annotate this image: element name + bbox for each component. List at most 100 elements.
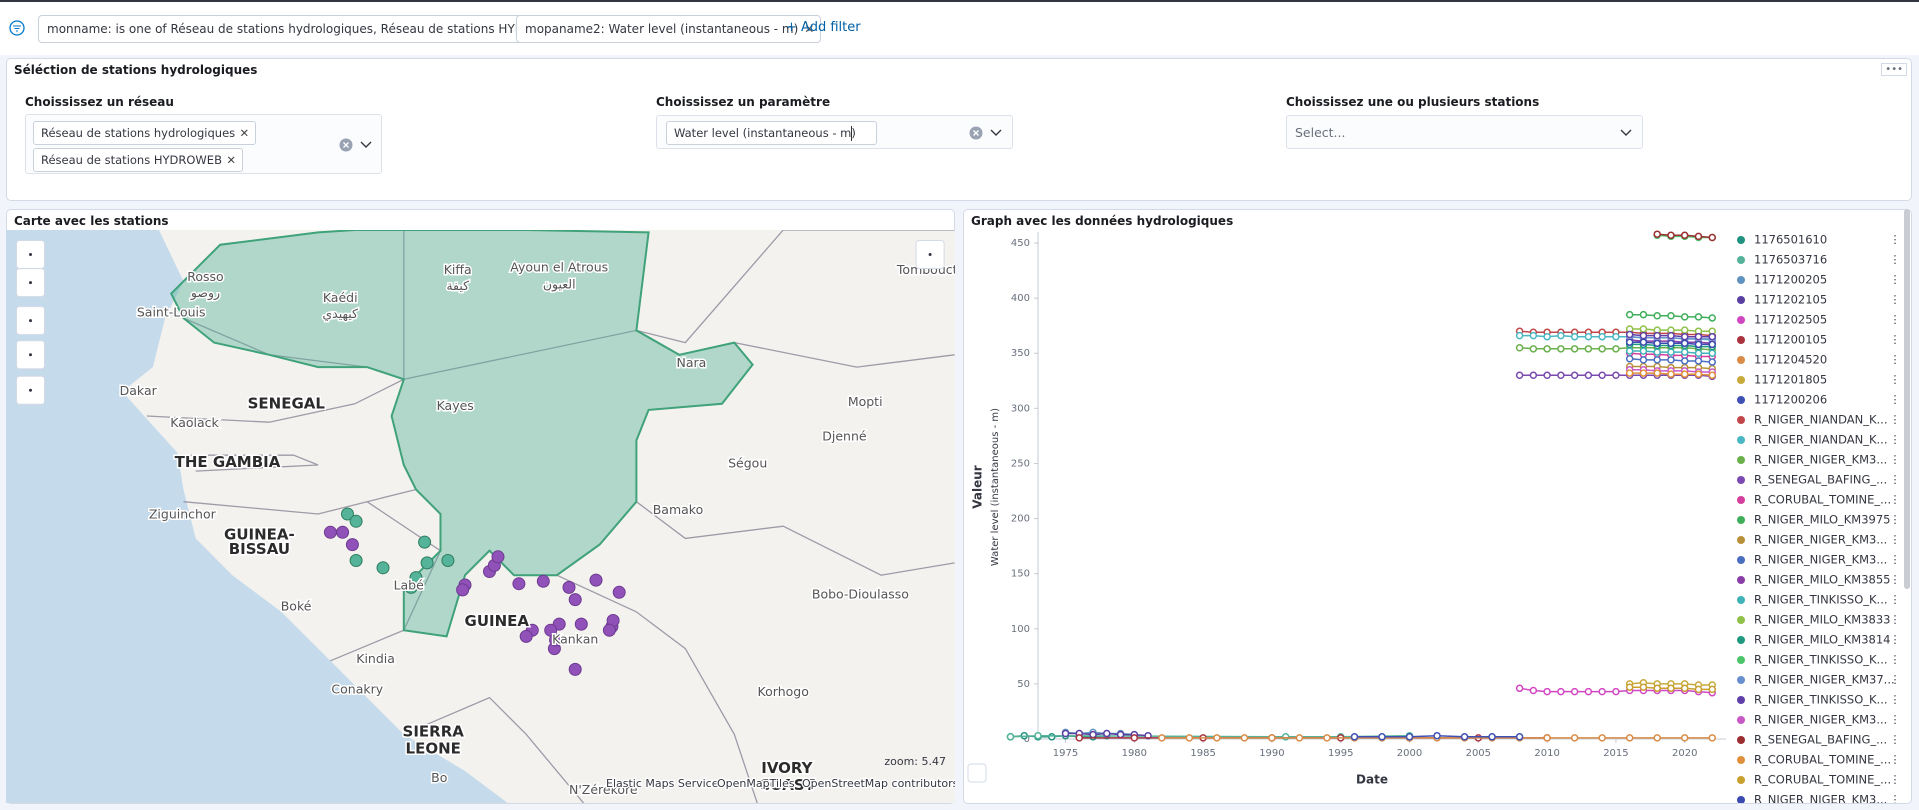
station[interactable]	[513, 578, 525, 590]
station[interactable]	[457, 584, 469, 596]
attribution[interactable]: Elastic Maps Service	[606, 777, 719, 790]
station[interactable]	[442, 555, 454, 567]
legend-label[interactable]: R_NIGER_TINKISSO_K...	[1754, 653, 1888, 667]
filter-pill[interactable]: monname: is one of Réseau de stations hy…	[38, 15, 593, 43]
legend-menu[interactable]: ⋮	[1890, 293, 1901, 306]
legend-menu[interactable]: ⋮	[1890, 693, 1901, 706]
legend-label[interactable]: R_NIGER_NIGER_KM3...	[1754, 553, 1887, 567]
legend-menu[interactable]: ⋮	[1890, 653, 1901, 666]
legend-label[interactable]: R_NIGER_MILO_KM3833	[1754, 613, 1891, 627]
map-button-icon[interactable]	[29, 319, 32, 322]
legend-label[interactable]: 1171200206	[1754, 393, 1827, 407]
map-button-icon[interactable]	[929, 253, 932, 256]
legend-menu[interactable]: ⋮	[1890, 353, 1901, 366]
legend-label[interactable]: R_NIGER_MILO_KM3855	[1754, 573, 1891, 587]
legend-label[interactable]: 1171200205	[1754, 273, 1827, 287]
legend-menu[interactable]: ⋮	[1890, 393, 1901, 406]
panel-menu[interactable]: •••	[1881, 63, 1907, 76]
station[interactable]	[613, 586, 625, 598]
legend-menu[interactable]: ⋮	[1890, 593, 1901, 606]
combobox-icons[interactable]	[969, 125, 1009, 141]
legend-menu[interactable]: ⋮	[1890, 553, 1901, 566]
legend-label[interactable]: R_NIGER_NIANDAN_K...	[1754, 413, 1888, 427]
legend-menu[interactable]: ⋮	[1890, 513, 1901, 526]
legend-menu[interactable]: ⋮	[1890, 253, 1901, 266]
map-button-icon[interactable]	[29, 281, 32, 284]
legend-label[interactable]: R_CORUBAL_TOMINE_...	[1754, 753, 1891, 767]
station[interactable]	[350, 555, 362, 567]
legend-menu[interactable]: ⋮	[1890, 453, 1901, 466]
attribution[interactable]: OpenStreetMap contributors	[802, 777, 955, 790]
station[interactable]	[569, 594, 581, 606]
legend-menu[interactable]: ⋮	[1890, 773, 1901, 786]
station[interactable]	[346, 539, 358, 551]
legend-label[interactable]: R_NIGER_NIGER_KM3...	[1754, 453, 1887, 467]
station[interactable]	[603, 624, 615, 636]
combobox[interactable]: Select...	[1286, 115, 1643, 149]
legend-menu[interactable]: ⋮	[1890, 413, 1901, 426]
legend-menu[interactable]: ⋮	[1890, 313, 1901, 326]
filter-icon[interactable]	[8, 19, 26, 37]
remove-icon[interactable]: ✕	[240, 122, 250, 144]
station[interactable]	[421, 557, 433, 569]
chevron-icon[interactable]	[1619, 125, 1635, 141]
station[interactable]	[590, 574, 602, 586]
station[interactable]	[377, 562, 389, 574]
legend-label[interactable]: 1171204520	[1754, 353, 1827, 367]
map-button-icon[interactable]	[29, 253, 32, 256]
remove-icon[interactable]: ✕	[226, 149, 236, 171]
legend-label[interactable]: R_SENEGAL_BAFING_...	[1754, 473, 1887, 487]
legend-menu[interactable]: ⋮	[1890, 533, 1901, 546]
legend-menu[interactable]: ⋮	[1890, 273, 1901, 286]
station[interactable]	[337, 526, 349, 538]
legend-label[interactable]: 1171202105	[1754, 293, 1827, 307]
station[interactable]	[520, 630, 532, 642]
station[interactable]	[324, 526, 336, 538]
legend-menu[interactable]: ⋮	[1890, 473, 1901, 486]
legend-menu[interactable]: ⋮	[1890, 333, 1901, 346]
legend-label[interactable]: R_NIGER_NIGER_KM3...	[1754, 713, 1887, 727]
legend-menu[interactable]: ⋮	[1890, 573, 1901, 586]
combobox[interactable]: Réseau de stations hydrologiques✕ Réseau…	[25, 114, 382, 174]
station[interactable]	[537, 575, 549, 587]
legend-label[interactable]: R_NIGER_NIANDAN_K...	[1754, 433, 1888, 447]
legend-menu[interactable]: ⋮	[1890, 373, 1901, 386]
legend-label[interactable]: R_SENEGAL_BAFING_...	[1754, 733, 1887, 747]
attribution[interactable]: OpenMapTiles	[717, 777, 795, 790]
station[interactable]	[419, 536, 431, 548]
map-button-icon[interactable]	[29, 353, 32, 356]
legend-label[interactable]: R_NIGER_NIGER_KM3...	[1754, 793, 1887, 804]
legend-label[interactable]: R_NIGER_NIGER_KM3...	[1754, 533, 1887, 547]
add-filter[interactable]: + Add filter	[786, 20, 861, 35]
legend-menu[interactable]: ⋮	[1890, 233, 1901, 246]
legend-menu[interactable]: ⋮	[1890, 493, 1901, 506]
station[interactable]	[563, 581, 575, 593]
legend-menu[interactable]: ⋮	[1890, 733, 1901, 746]
legend-label[interactable]: R_NIGER_NIGER_KM37...	[1754, 673, 1895, 687]
legend-menu[interactable]: ⋮	[1890, 713, 1901, 726]
legend-label[interactable]: 1176503716	[1754, 253, 1827, 267]
legend-label[interactable]: R_NIGER_TINKISSO_K...	[1754, 693, 1888, 707]
legend-menu[interactable]: ⋮	[1890, 753, 1901, 766]
legend-toggle[interactable]	[968, 764, 986, 782]
legend-menu[interactable]: ⋮	[1890, 633, 1901, 646]
legend-menu[interactable]: ⋮	[1890, 433, 1901, 446]
legend-label[interactable]: R_NIGER_TINKISSO_K...	[1754, 593, 1888, 607]
legend-label[interactable]: 1171200105	[1754, 333, 1827, 347]
station[interactable]	[569, 663, 581, 675]
legend-label[interactable]: 1171201805	[1754, 373, 1827, 387]
combobox[interactable]: Water level (instantaneous - m)	[656, 115, 1013, 149]
legend-menu[interactable]: ⋮	[1890, 793, 1901, 803]
filter-pill[interactable]: mopaname2: Water level (instantaneous - …	[516, 15, 821, 43]
legend-menu[interactable]: ⋮	[1890, 613, 1901, 626]
station[interactable]	[350, 515, 362, 527]
legend-label[interactable]: R_NIGER_MILO_KM3975	[1754, 513, 1891, 527]
legend-menu[interactable]: ⋮	[1890, 673, 1901, 686]
map-button-icon[interactable]	[29, 389, 32, 392]
legend-label[interactable]: 1171202505	[1754, 313, 1827, 327]
legend-label[interactable]: 1176501610	[1754, 233, 1827, 247]
station[interactable]	[575, 618, 587, 630]
legend-label[interactable]: R_CORUBAL_TOMINE_...	[1754, 773, 1891, 787]
combobox-icons[interactable]	[339, 137, 379, 153]
legend-label[interactable]: R_NIGER_MILO_KM3814	[1754, 633, 1891, 647]
